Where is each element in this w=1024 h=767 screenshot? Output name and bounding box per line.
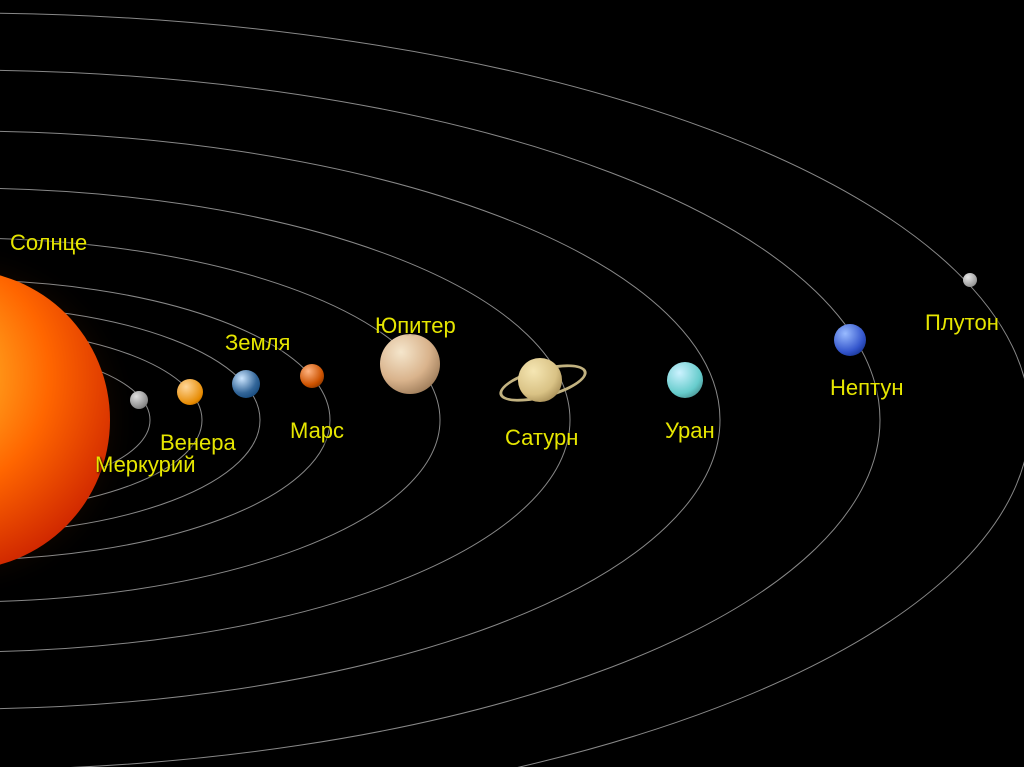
venus-label: Венера xyxy=(160,430,236,456)
neptune-body xyxy=(834,324,866,356)
venus-body xyxy=(177,379,203,405)
pluto-body xyxy=(963,273,977,287)
mars-body xyxy=(300,364,324,388)
jupiter-body xyxy=(380,334,440,394)
saturn-body xyxy=(518,358,562,402)
neptune-label: Нептун xyxy=(830,375,904,401)
pluto-label: Плутон xyxy=(925,310,999,336)
mars-label: Марс xyxy=(290,418,344,444)
sun-label: Солнце xyxy=(10,230,87,256)
jupiter-label: Юпитер xyxy=(375,313,456,339)
solar-system-diagram: Солнце МеркурийВенераЗемляМарсЮпитерСату… xyxy=(0,0,1024,767)
uranus-body xyxy=(667,362,703,398)
earth-body xyxy=(232,370,260,398)
mercury-body xyxy=(130,391,148,409)
earth-label: Земля xyxy=(225,330,290,356)
uranus-label: Уран xyxy=(665,418,715,444)
saturn-label: Сатурн xyxy=(505,425,578,451)
